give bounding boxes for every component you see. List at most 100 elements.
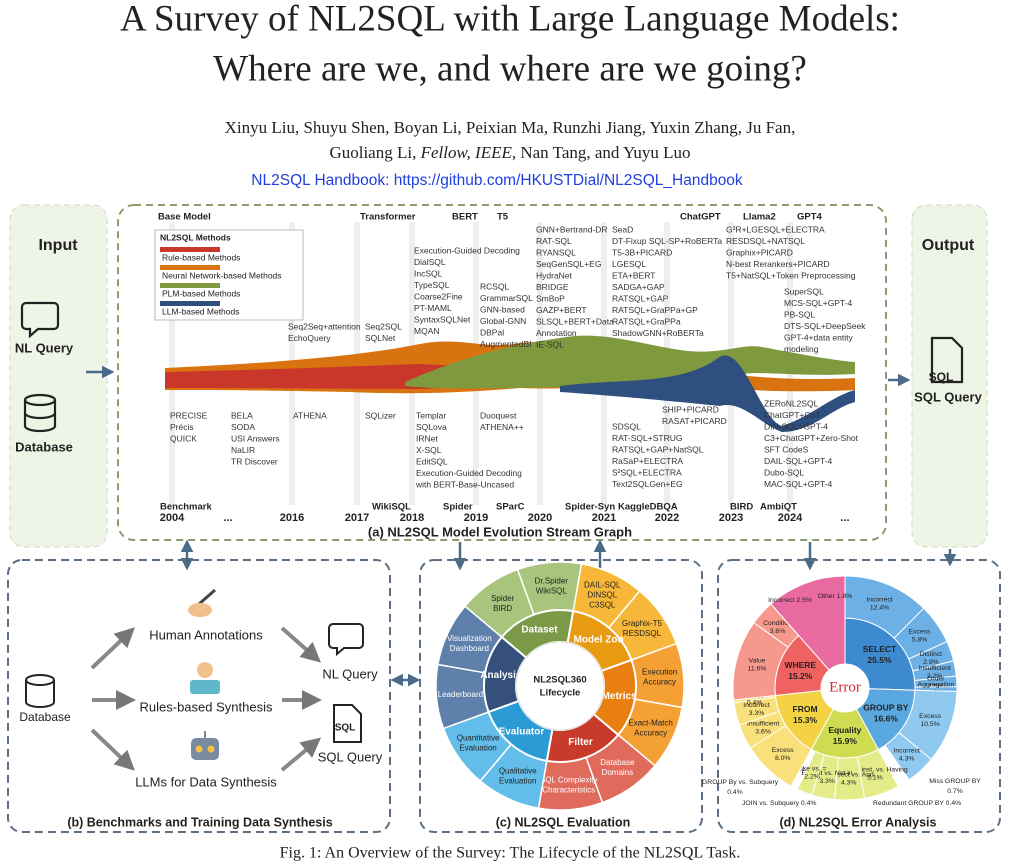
method-label: DT-Fixup SQL-SP+RoBERTa (612, 236, 722, 246)
method-label: T5-3B+PICARD (612, 247, 672, 257)
method-label: RYANSQL (536, 247, 576, 257)
synthesis-method: Rules-based Synthesis (140, 699, 273, 714)
year-label: 2019 (464, 512, 488, 524)
wheel-item-label: Leaderboard (438, 690, 483, 699)
method-label: DBPal (480, 327, 504, 337)
small-label: GROUP By vs. Subquery (702, 779, 779, 786)
wheel-center-label: NL2SQL360 (533, 675, 586, 686)
era-label: Transformer (360, 212, 416, 223)
method-label: EchoQuery (288, 333, 331, 343)
method-label: PB-SQL (784, 309, 815, 319)
panel-caption: (c) NL2SQL Evaluation (496, 815, 631, 829)
subtype-value: 12.4% (870, 605, 889, 612)
method-label: Global-GNN (480, 316, 526, 326)
synthesis-method: LLMs for Data Synthesis (135, 774, 277, 789)
subtype-value: 4.3% (899, 756, 915, 763)
method-label: SHIP+PICARD (662, 404, 719, 414)
subtype-value: 5.8% (912, 637, 928, 644)
method-label: DTS-SQL+DeepSeek (784, 321, 866, 331)
method-label: IRNet (416, 433, 438, 443)
method-label: Dubo-SQL (764, 467, 804, 477)
method-label: BRIDGE (536, 282, 569, 292)
era-label: Base Model (158, 212, 211, 223)
subtype-name: Insufficient (918, 665, 950, 672)
method-label: Duoquest (480, 410, 517, 420)
method-label: RaSaP+ELECTRA (612, 456, 683, 466)
wheel-stage-label: Metrics (602, 691, 637, 702)
method-label: PT-MAML (414, 303, 452, 313)
doc-icon (333, 704, 362, 743)
subtype-name: Except vs. Not in (802, 770, 853, 777)
subtype-value: 3.6% (755, 729, 771, 736)
method-label: C3+ChatGPT+Zero-Shot (764, 433, 859, 443)
method-label: X-SQL (416, 445, 442, 455)
output-label: NL Query (322, 666, 378, 681)
wheel-item-label: BIRD (493, 604, 512, 613)
panel-caption: (b) Benchmarks and Training Data Synthes… (67, 815, 332, 829)
subtype-value: 2.2% (804, 774, 820, 781)
subtype-name: Excess (919, 713, 942, 720)
wheel-stage-label: Filter (568, 737, 593, 748)
method-label: Text2SQLGen+EG (612, 479, 683, 489)
wheel-center-label: Lifecycle (540, 688, 581, 699)
wheel-item-label: Accuracy (634, 728, 667, 737)
benchmark-label: Spider-Syn (565, 502, 615, 513)
method-label: SQLova (416, 422, 447, 432)
method-label: ChatGPT+CoT (764, 410, 820, 420)
method-label: AugmentedBI (480, 339, 532, 349)
legend-swatch (160, 247, 220, 252)
legend-item: Rule-based Methods (162, 252, 240, 262)
era-label: Llama2 (743, 212, 776, 223)
legend-swatch (160, 301, 220, 306)
method-label: ZERoNL2SQL (764, 398, 819, 408)
method-label: RCSQL (480, 281, 510, 291)
era-label: ChatGPT (680, 212, 721, 223)
year-label: 2018 (400, 512, 424, 524)
db-icon (25, 680, 55, 708)
method-label: MQAN (414, 326, 440, 336)
wheel-item-label: WikiSQL (536, 586, 568, 595)
benchmark-label: BIRD (730, 502, 753, 513)
benchmark-label: Spider (443, 502, 473, 513)
method-label: SeqGenSQL+EG (536, 259, 601, 269)
subtype-value: 0.4% (747, 700, 763, 707)
year-label: 2017 (345, 512, 369, 524)
annotation-icon (188, 588, 216, 617)
method-label: SQLNet (365, 333, 396, 343)
method-label: SODA (231, 422, 255, 432)
method-label: MAC-SQL+GPT-4 (764, 479, 833, 489)
method-label: N-best Rerankers+PICARD (726, 259, 830, 269)
subtype-value: 5.1% (867, 775, 883, 782)
plm-band (405, 335, 855, 389)
method-label: Graphix+PICARD (726, 247, 793, 257)
method-label: IE-SQL (536, 339, 564, 349)
synthesis-method: Human Annotations (149, 627, 263, 642)
method-label: SLSQL+BERT+Data (536, 316, 614, 326)
wheel-stage-label: Model Zoo (574, 635, 624, 646)
legend-item: PLM-based Methods (162, 288, 240, 298)
method-label: ETA+BERT (612, 270, 655, 280)
method-label: Seq2SQL (365, 321, 402, 331)
subtype-value: 11.6% (748, 666, 767, 673)
method-label: USI Answers (231, 433, 280, 443)
subtype-value: 4.3% (841, 780, 857, 787)
method-label: RATSQL+GAP (612, 293, 669, 303)
method-label: HydraNet (536, 270, 573, 280)
db-icon (25, 674, 55, 686)
method-label: SeaD (612, 224, 633, 234)
subtype-name: Excess (772, 747, 795, 754)
category-name: SELECT (863, 644, 897, 654)
subtype-name: Incorrect (743, 702, 770, 709)
era-label: T5 (497, 212, 509, 223)
method-label: T5+NatSQL+Token Preprocessing (726, 270, 856, 280)
author-text: , Nan Tang, and Yuyu Luo (512, 143, 691, 162)
subtype-value: 2.2% (927, 673, 943, 680)
handbook-link[interactable]: NL2SQL Handbook: https://github.com/HKUS… (251, 172, 743, 189)
wheel-item-label: Visualization (447, 634, 492, 643)
method-label: SADGA+GAP (612, 282, 665, 292)
year-label: 2021 (592, 512, 616, 524)
wheel-item-label: Execution (642, 667, 677, 676)
year-label: ... (840, 512, 849, 524)
method-label: SyntaxSQLNet (414, 314, 471, 324)
small-label: Redundant GROUP BY 0.4% (873, 800, 961, 807)
